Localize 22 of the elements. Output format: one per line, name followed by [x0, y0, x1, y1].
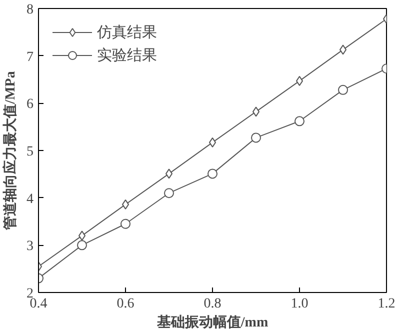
x-tick-label: 1.2	[378, 296, 396, 312]
y-tick-label: 7	[26, 50, 34, 65]
x-tick-label: 0.6	[116, 296, 134, 312]
point	[338, 84, 348, 95]
x-tick-label: 1.0	[290, 296, 308, 312]
point	[294, 116, 304, 126]
point	[164, 188, 174, 198]
y-axis-title: 管道轴向应力最大值/MPa	[2, 71, 18, 231]
y-tick-label: 8	[26, 2, 34, 18]
point	[77, 240, 87, 250]
legend-label: 实验结果	[97, 46, 157, 64]
y-tick-label: 5	[26, 144, 34, 160]
y-tick-label: 4	[26, 192, 34, 207]
legend-label: 仿真结果	[97, 24, 157, 42]
x-tick-label: 0.8	[204, 296, 222, 312]
x-axis-title: 基础振动幅值/mm	[156, 314, 268, 330]
x-tick-label: 0.4	[30, 296, 48, 312]
y-tick-label: 3	[26, 239, 34, 254]
point	[251, 132, 261, 143]
y-tick-label: 6	[26, 97, 34, 112]
point	[120, 218, 130, 229]
point	[208, 168, 218, 179]
